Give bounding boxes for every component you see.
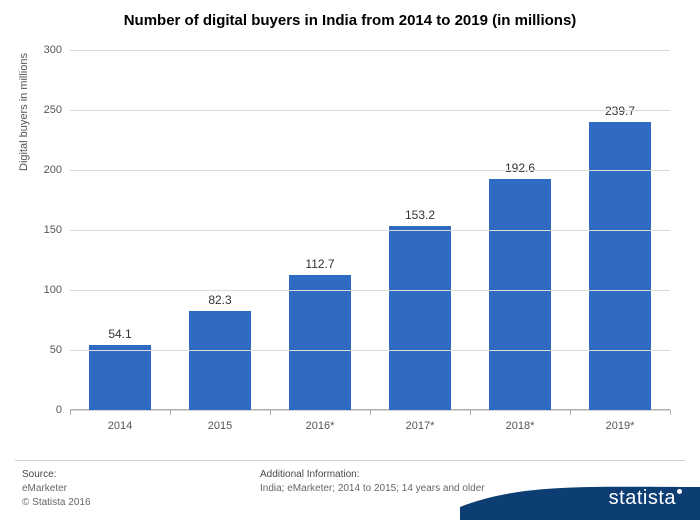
bar-value-label: 192.6 <box>505 161 535 175</box>
y-tick-label: 250 <box>44 104 62 116</box>
bar-value-label: 153.2 <box>405 208 435 222</box>
gridline <box>70 350 670 351</box>
x-tick <box>670 410 671 415</box>
x-tick <box>270 410 271 415</box>
x-tick <box>170 410 171 415</box>
bar <box>389 226 451 410</box>
y-tick-label: 50 <box>50 344 62 356</box>
x-tick-label: 2015 <box>208 420 232 432</box>
logo-text: statista <box>609 487 676 509</box>
bar <box>489 179 551 410</box>
chart-title: Number of digital buyers in India from 2… <box>0 0 700 29</box>
x-tick-label: 2014 <box>108 420 132 432</box>
x-tick-label: 2019* <box>606 420 635 432</box>
statista-logo: statista <box>609 487 682 510</box>
source-text: eMarketer <box>22 482 91 496</box>
additional-label: Additional Information: <box>260 468 485 482</box>
additional-text: India; eMarketer; 2014 to 2015; 14 years… <box>260 482 485 496</box>
y-tick-label: 150 <box>44 224 62 236</box>
bar <box>89 345 151 410</box>
x-tick <box>70 410 71 415</box>
x-tick <box>570 410 571 415</box>
x-tick-label: 2016* <box>306 420 335 432</box>
x-tick <box>470 410 471 415</box>
x-tick <box>370 410 371 415</box>
y-tick-label: 100 <box>44 284 62 296</box>
bar-value-label: 112.7 <box>305 257 334 271</box>
y-tick-label: 0 <box>56 404 62 416</box>
x-tick-label: 2017* <box>406 420 435 432</box>
bar-value-label: 239.7 <box>605 104 635 118</box>
bar <box>589 122 651 410</box>
source-block: Source: eMarketer © Statista 2016 <box>22 468 91 510</box>
gridline <box>70 110 670 111</box>
footer-divider <box>15 460 685 461</box>
copyright-text: © Statista 2016 <box>22 496 91 510</box>
gridline <box>70 230 670 231</box>
chart-area: Number of digital buyers in India from 2… <box>0 0 700 460</box>
gridline <box>70 290 670 291</box>
x-tick-label: 2018* <box>506 420 535 432</box>
source-label: Source: <box>22 468 91 482</box>
gridline <box>70 50 670 51</box>
bar <box>289 275 351 410</box>
gridline <box>70 170 670 171</box>
bar <box>189 311 251 410</box>
y-tick-label: 300 <box>44 44 62 56</box>
bar-value-label: 82.3 <box>208 293 231 307</box>
additional-info-block: Additional Information: India; eMarketer… <box>260 468 485 496</box>
y-tick-label: 200 <box>44 164 62 176</box>
plot-region: 54.1201482.32015112.72016*153.22017*192.… <box>70 50 670 410</box>
bar-value-label: 54.1 <box>108 327 131 341</box>
logo-dot-icon <box>677 489 682 494</box>
footer: Source: eMarketer © Statista 2016 Additi… <box>0 460 700 520</box>
y-axis-title: Digital buyers in millions <box>18 53 30 171</box>
